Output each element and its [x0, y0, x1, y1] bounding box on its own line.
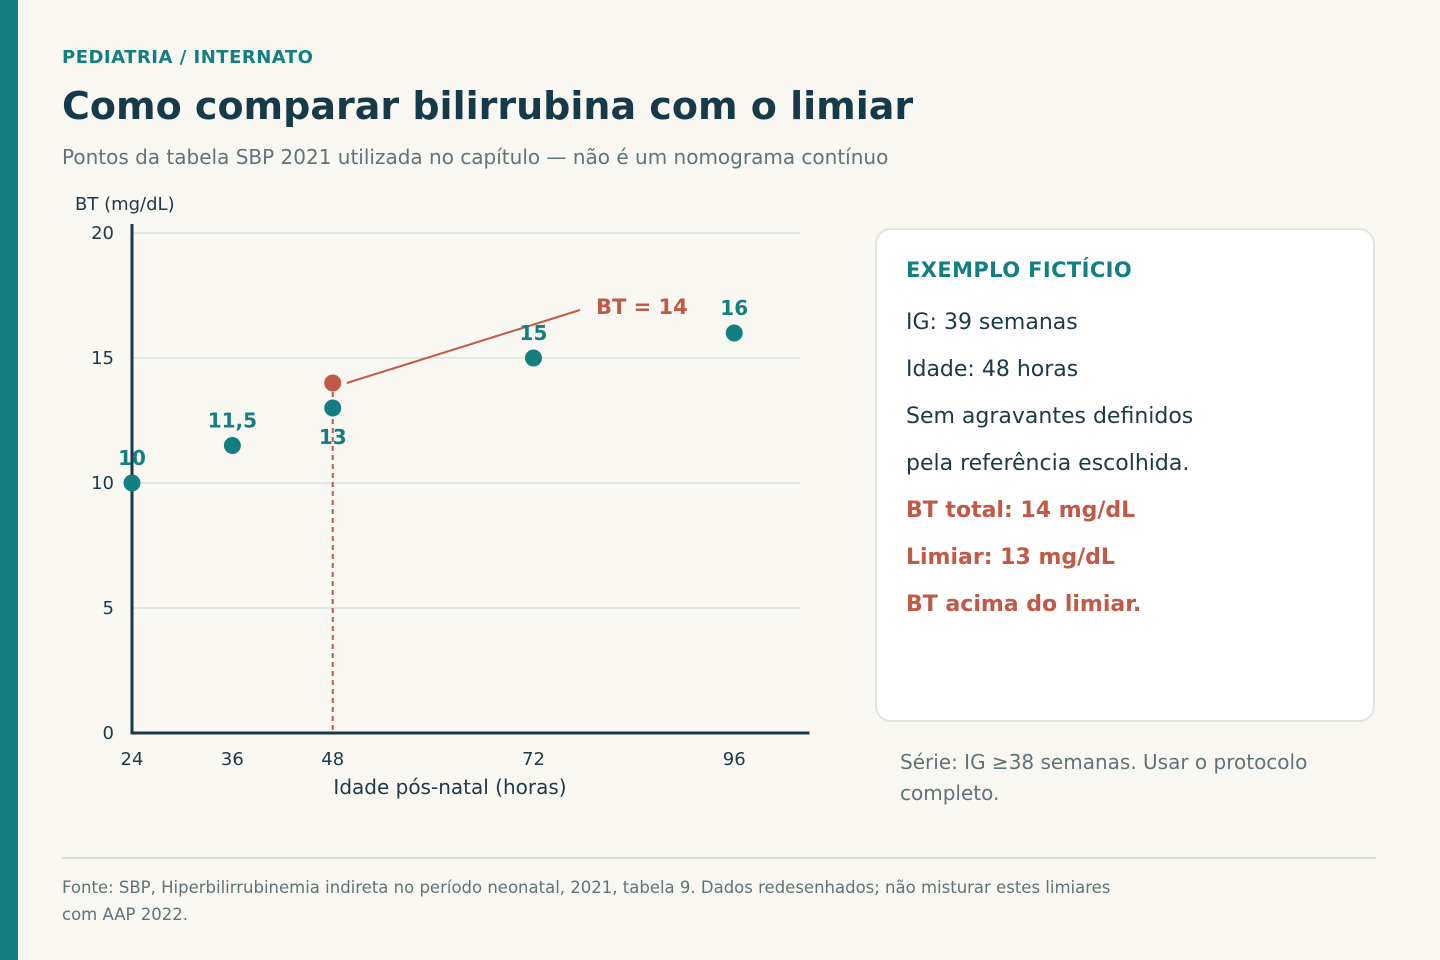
panel-alert-bt: BT total: 14 mg/dL	[906, 498, 1136, 523]
panel-alert-conclusion: BT acima do limiar.	[906, 592, 1142, 617]
panel-line-risk: Sem agravantes definidos	[906, 404, 1194, 429]
patient-leader-line	[346, 309, 581, 384]
patient-point	[324, 374, 342, 392]
grid-layer	[132, 232, 800, 609]
x-tick-label-24: 24	[121, 749, 144, 770]
y-tick-label-20: 20	[91, 223, 114, 244]
threshold-label-72: 15	[520, 321, 548, 345]
y-tick-label-5: 5	[103, 598, 114, 619]
y-tick-label-10: 10	[91, 473, 114, 494]
panel-line-ig: IG: 39 semanas	[906, 310, 1078, 335]
x-tick-label-36: 36	[221, 749, 244, 770]
threshold-point-72	[524, 349, 542, 367]
x-tick-label-48: 48	[321, 749, 344, 770]
axis-layer	[130, 224, 810, 735]
threshold-label-96: 16	[720, 296, 748, 320]
page-subtitle: Pontos da tabela SBP 2021 utilizada no c…	[62, 145, 889, 169]
accent-bar	[0, 0, 18, 960]
y-axis-label: BT (mg/dL)	[75, 194, 175, 215]
x-axis-label: Idade pós-natal (horas)	[333, 775, 566, 799]
panel-title: EXEMPLO FICTÍCIO	[906, 258, 1133, 282]
threshold-label-36: 11,5	[208, 409, 257, 433]
mark-layer	[123, 309, 743, 733]
panel-line-age: Idade: 48 horas	[906, 357, 1079, 382]
y-tick-label-15: 15	[91, 348, 114, 369]
series-note: Série: IG ≥38 semanas. Usar o protocolo …	[900, 750, 1308, 805]
threshold-point-36	[223, 437, 241, 454]
threshold-chart: 0 5 10 15 20 24 36 48 72 96 BT (mg/dL) Idade pós-na…	[75, 194, 810, 799]
page-title: Como comparar bilirrubina com o limiar	[62, 84, 914, 128]
panel-alert-threshold: Limiar: 13 mg/dL	[906, 545, 1115, 570]
x-tick-label-72: 72	[522, 749, 545, 770]
panel-line-reference: pela referência escolhida.	[906, 451, 1190, 476]
y-tick-label-0: 0	[103, 723, 114, 744]
patient-label: BT = 14	[596, 295, 688, 319]
threshold-point-48	[324, 399, 342, 417]
section-eyebrow: PEDIATRIA / INTERNATO	[62, 47, 314, 68]
example-panel: EXEMPLO FICTÍCIO IG: 39 semanas Idade: 4…	[875, 228, 1375, 722]
threshold-label-48: 13	[319, 425, 347, 449]
source-note: Fonte: SBP, Hiperbilirrubinemia indireta…	[62, 878, 1111, 924]
x-tick-label-96: 96	[723, 749, 746, 770]
threshold-point-24	[123, 474, 141, 492]
label-layer: 0 5 10 15 20 24 36 48 72 96 BT (mg/dL) Idade pós-na…	[75, 194, 748, 799]
threshold-label-24: 10	[118, 446, 146, 470]
threshold-point-96	[725, 324, 743, 342]
footer-divider	[62, 857, 1376, 859]
